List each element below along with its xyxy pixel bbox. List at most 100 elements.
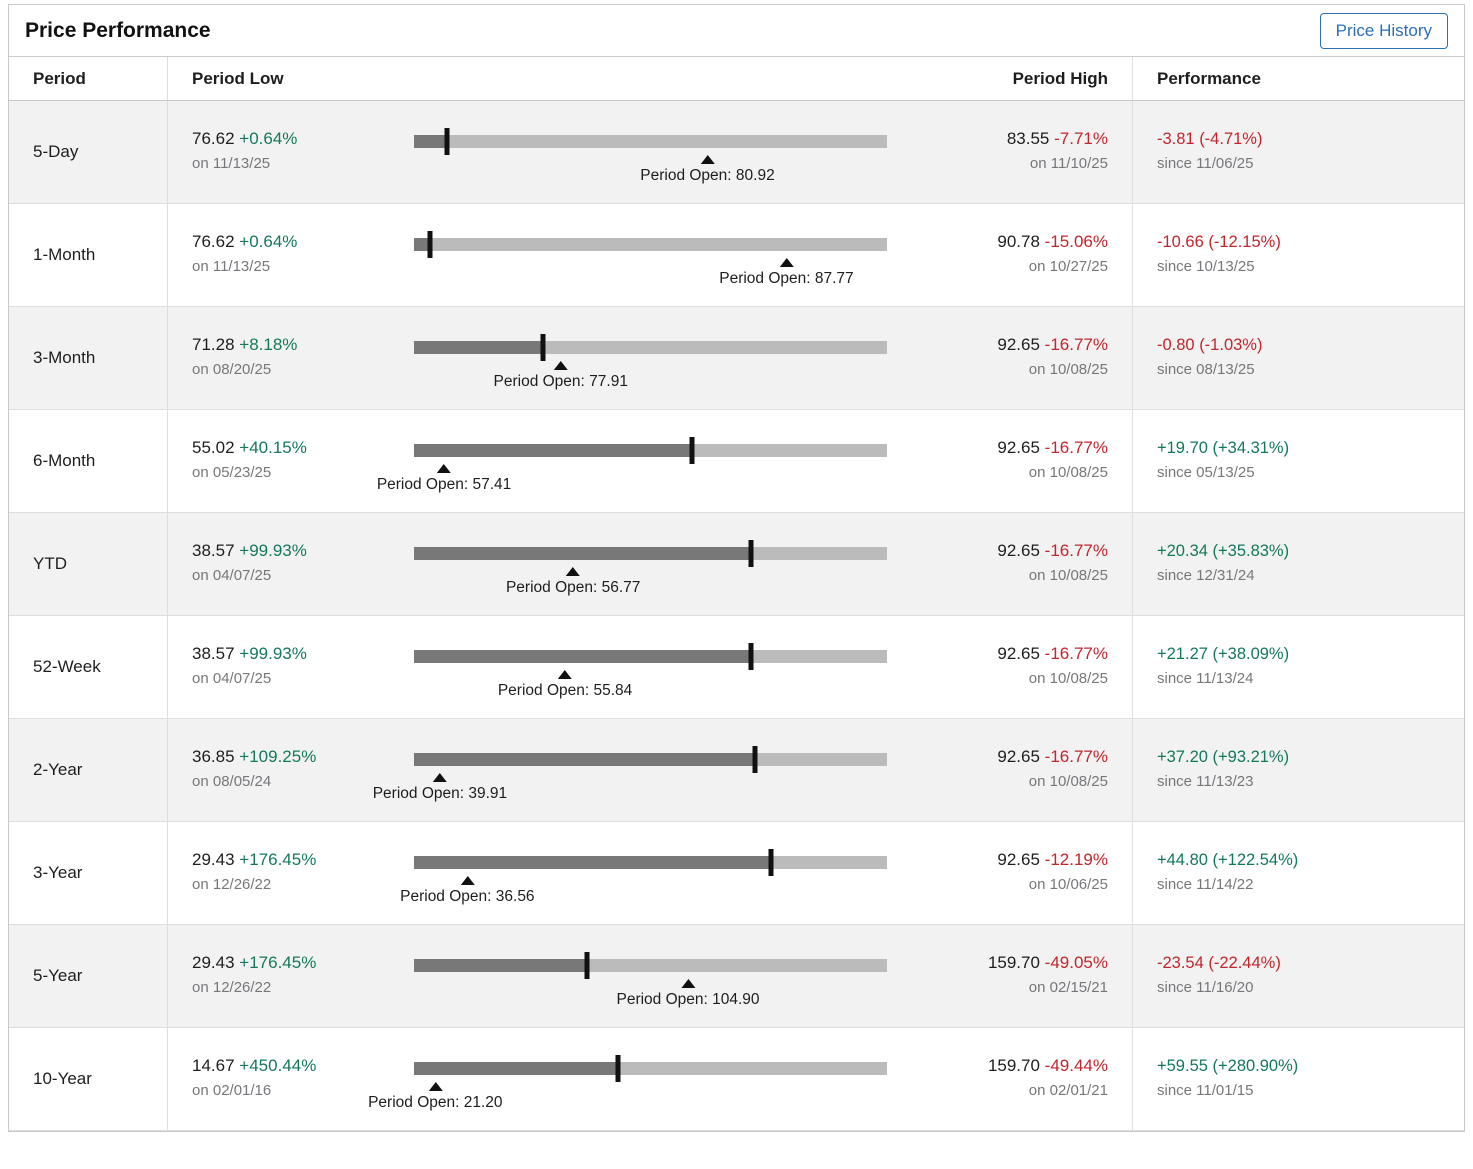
price-range-bar: Period Open: 57.41 — [377, 410, 887, 512]
price-range-bar: Period Open: 55.84 — [414, 616, 887, 718]
triangle-up-icon — [437, 464, 452, 473]
price-range-bar: Period Open: 80.92 — [414, 101, 887, 203]
period-low-cell: 29.43 +176.45% on 12/26/22 — [168, 925, 414, 1027]
low-price: 55.02 — [192, 438, 235, 457]
period-low-cell: 76.62 +0.64% on 11/13/25 — [168, 101, 414, 203]
low-change: +109.25% — [239, 747, 317, 766]
period-label: 10-Year — [9, 1028, 168, 1130]
panel-header: Price Performance Price History — [9, 5, 1464, 57]
period-low-cell: 71.28 +8.18% on 08/20/25 — [168, 307, 414, 409]
high-date: on 10/08/25 — [1028, 361, 1108, 378]
range-bar-elapsed — [414, 753, 756, 766]
performance-value: +59.55 (+280.90%) — [1157, 1057, 1299, 1075]
low-date: on 05/23/25 — [192, 464, 272, 481]
table-row: 10-Year 14.67 +450.44% on 02/01/16 Perio… — [9, 1028, 1464, 1131]
performance-value: +37.20 (+93.21%) — [1157, 748, 1290, 766]
high-change: -16.77% — [1044, 335, 1108, 354]
current-price-marker — [615, 1055, 621, 1082]
performance-since: since 11/01/15 — [1157, 1082, 1254, 1099]
period-low-cell: 14.67 +450.44% on 02/01/16 — [168, 1028, 414, 1130]
period-high-cell: 92.65 -16.77% on 10/08/25 — [887, 307, 1132, 409]
period-range-cell: 38.57 +99.93% on 04/07/25 Period Open: 5… — [168, 616, 1132, 718]
period-open-label: Period Open: 80.92 — [640, 167, 775, 184]
current-price-marker — [444, 128, 450, 155]
triangle-up-icon — [558, 670, 573, 679]
high-date: on 11/10/25 — [1029, 155, 1108, 172]
table-header: Period Period Low Period High Performanc… — [9, 57, 1464, 101]
period-high-cell: 159.70 -49.44% on 02/01/21 — [887, 1028, 1132, 1130]
page-title: Price Performance — [25, 18, 211, 42]
low-change: +0.64% — [239, 232, 298, 251]
period-high-cell: 90.78 -15.06% on 10/27/25 — [887, 204, 1132, 306]
high-price: 92.65 — [997, 644, 1040, 663]
performance-since: since 11/13/24 — [1157, 670, 1254, 687]
range-bar-track — [414, 746, 887, 773]
table-row: 5-Year 29.43 +176.45% on 12/26/22 Period… — [9, 925, 1464, 1028]
table-row: 3-Month 71.28 +8.18% on 08/20/25 Period … — [9, 307, 1464, 410]
period-high-cell: 92.65 -12.19% on 10/06/25 — [887, 822, 1132, 924]
performance-cell: +20.34 (+35.83%) since 12/31/24 — [1132, 513, 1464, 615]
performance-value: -10.66 (-12.15%) — [1157, 233, 1281, 251]
low-date: on 11/13/25 — [192, 258, 271, 275]
range-bar-track — [414, 540, 887, 567]
low-price: 29.43 — [192, 953, 235, 972]
low-date: on 02/01/16 — [192, 1082, 272, 1099]
low-date: on 12/26/22 — [192, 979, 272, 996]
period-open-label: Period Open: 39.91 — [372, 785, 508, 802]
low-date: on 08/05/24 — [192, 773, 272, 790]
performance-since: since 11/16/20 — [1157, 979, 1254, 996]
period-open-label: Period Open: 36.56 — [400, 888, 535, 905]
performance-value: -23.54 (-22.44%) — [1157, 954, 1281, 972]
high-price: 83.55 — [1006, 129, 1050, 148]
price-history-button[interactable]: Price History — [1319, 12, 1448, 49]
performance-cell: +59.55 (+280.90%) since 11/01/15 — [1132, 1028, 1464, 1130]
low-date: on 08/20/25 — [192, 361, 272, 378]
performance-cell: +19.70 (+34.31%) since 05/13/25 — [1132, 410, 1464, 512]
period-label: 1-Month — [9, 204, 168, 306]
low-change: +0.64% — [239, 129, 298, 148]
performance-cell: +21.27 (+38.09%) since 11/13/24 — [1132, 616, 1464, 718]
current-price-marker — [748, 643, 754, 670]
low-change: +176.45% — [239, 850, 317, 869]
low-date: on 04/07/25 — [192, 567, 272, 584]
period-range-cell: 76.62 +0.64% on 11/13/25 Period Open: 80… — [168, 101, 1132, 203]
price-range-bar: Period Open: 39.91 — [373, 719, 887, 821]
column-header-period: Period — [9, 57, 168, 100]
triangle-up-icon — [779, 258, 794, 267]
range-bar-track — [414, 952, 887, 979]
period-low-cell: 36.85 +109.25% on 08/05/24 — [168, 719, 414, 821]
high-change: -16.77% — [1044, 747, 1108, 766]
high-change: -7.71% — [1054, 129, 1108, 148]
performance-since: since 12/31/24 — [1157, 567, 1255, 584]
table-row: 2-Year 36.85 +109.25% on 08/05/24 Period… — [9, 719, 1464, 822]
price-range-bar: Period Open: 56.77 — [414, 513, 887, 615]
price-range-bar: Period Open: 77.91 — [414, 307, 887, 409]
high-date: on 10/08/25 — [1028, 464, 1108, 481]
current-price-marker — [540, 334, 546, 361]
range-bar-track — [414, 643, 887, 670]
price-range-bar: Period Open: 104.90 — [414, 925, 887, 1027]
high-change: -49.05% — [1044, 953, 1108, 972]
period-range-cell: 36.85 +109.25% on 08/05/24 Period Open: … — [168, 719, 1132, 821]
high-price: 92.65 — [997, 850, 1040, 869]
performance-cell: +37.20 (+93.21%) since 11/13/23 — [1132, 719, 1464, 821]
low-change: +176.45% — [239, 953, 317, 972]
triangle-up-icon — [460, 876, 475, 885]
period-low-cell: 55.02 +40.15% on 05/23/25 — [168, 410, 414, 512]
current-price-marker — [752, 746, 758, 773]
period-open-label: Period Open: 55.84 — [497, 682, 633, 699]
high-price: 90.78 — [997, 232, 1040, 251]
period-range-cell: 29.43 +176.45% on 12/26/22 Period Open: … — [168, 822, 1132, 924]
period-open-marker: Period Open: 56.77 — [506, 567, 640, 597]
low-price: 38.57 — [192, 644, 235, 663]
period-high-cell: 92.65 -16.77% on 10/08/25 — [887, 719, 1132, 821]
column-header-period-high: Period High — [1012, 68, 1108, 88]
current-price-marker — [768, 849, 774, 876]
period-label: 3-Year — [9, 822, 168, 924]
high-date: on 02/01/21 — [1028, 1082, 1108, 1099]
period-open-marker: Period Open: 55.84 — [498, 670, 632, 700]
period-open-label: Period Open: 21.20 — [368, 1094, 503, 1111]
table-body: 5-Day 76.62 +0.64% on 11/13/25 Period Op… — [9, 101, 1464, 1131]
period-label: YTD — [9, 513, 168, 615]
range-bar-track — [414, 437, 887, 464]
